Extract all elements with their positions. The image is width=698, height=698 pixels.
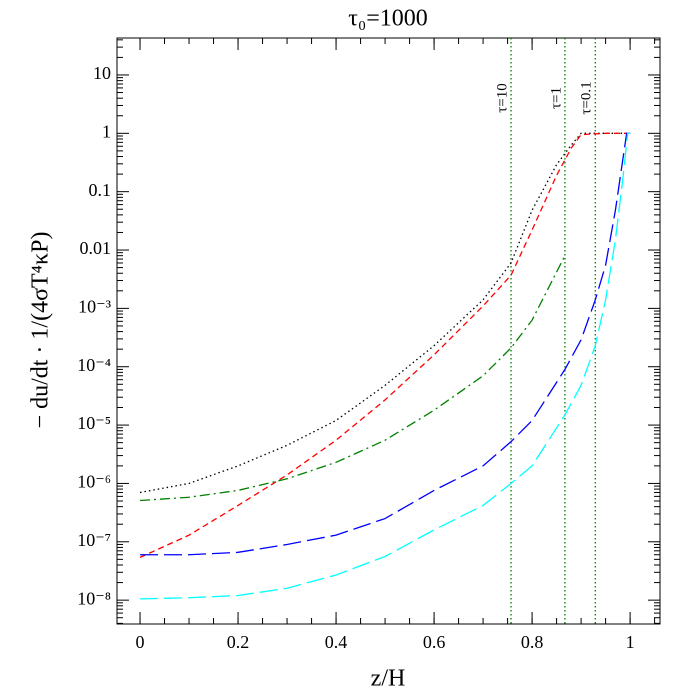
x-tick-label: 0.8 [521, 632, 544, 652]
y-tick-label: 1 [102, 121, 111, 141]
y-tick-label: 0.01 [80, 238, 112, 258]
y-tick-label: 0.1 [89, 180, 112, 200]
reference-label: τ=0.1 [579, 81, 595, 114]
x-tick-label: 1 [626, 632, 635, 652]
y-tick-label: 10⁻⁷ [77, 530, 111, 550]
reference-label: τ=10 [494, 83, 510, 113]
series-line [140, 132, 631, 600]
x-tick-label: 0 [136, 632, 145, 652]
x-axis-label: z/H [371, 666, 406, 692]
x-tick-label: 0.6 [423, 632, 446, 652]
y-tick-label: 10⁻⁶ [77, 472, 111, 492]
x-tick-label: 0.4 [325, 632, 348, 652]
plot-frame [116, 37, 661, 625]
series-line [139, 132, 631, 558]
y-tick-label: 10⁻⁴ [77, 355, 111, 375]
y-tick-label: 10⁻³ [78, 296, 112, 316]
y-tick-label: 10⁻⁵ [77, 413, 111, 433]
reference-label: τ=1 [548, 87, 564, 109]
y-axis-label: − du/dt · 1/(4σT⁴κP) [28, 232, 54, 429]
y-tick-label: 10⁻⁸ [77, 588, 111, 608]
y-tick-label: 10 [93, 63, 111, 83]
chart-title: τ₀=1000 [348, 6, 428, 32]
series-line [140, 132, 631, 556]
series-line [139, 132, 631, 494]
x-tick-label: 0.2 [227, 632, 250, 652]
series-line [139, 255, 566, 502]
